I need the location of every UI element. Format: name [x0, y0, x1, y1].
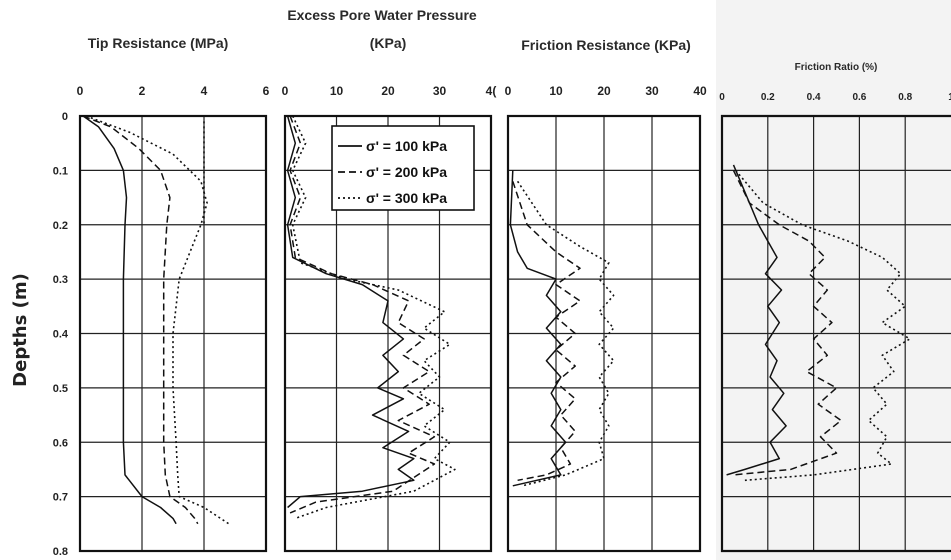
x-tick-label: 1: [948, 92, 951, 103]
x-tick-label: 0: [282, 84, 289, 98]
series-line-solid: [82, 115, 177, 525]
series-line-dashed: [289, 115, 436, 514]
series-line-dashed: [512, 181, 581, 482]
y-axis-label: Depths (m): [10, 273, 31, 387]
x-tick-label: 0: [505, 84, 512, 98]
x-tick-label: 0.4: [807, 92, 821, 103]
panel-frame: [283, 114, 493, 553]
x-tick-label: 4(: [486, 84, 497, 98]
x-tick-label: 0.2: [761, 92, 775, 103]
y-tick-label: 0.2: [53, 220, 68, 232]
panel-frame: [78, 114, 268, 553]
y-tick-label: 0: [62, 111, 68, 123]
x-tick-label: 30: [433, 84, 447, 98]
x-tick-label: 20: [597, 84, 611, 98]
series-line-dotted: [291, 115, 456, 520]
x-tick-label: 6: [263, 84, 270, 98]
y-tick-label: 0.7: [53, 492, 68, 504]
y-tick-label: 0.1: [53, 165, 68, 177]
panel-title-pore: Excess Pore Water Pressure: [287, 7, 477, 23]
x-tick-label: 4: [201, 84, 208, 98]
panel-title-ratio: Friction Ratio (%): [795, 62, 878, 73]
panel-3: 0 0.2 0.4 0.6 0.8 1: [719, 92, 951, 553]
panel-0: 0 2 4 6 0 0.1 0.2 0.3 0.4 0.5 0.6 0.7 0.8: [53, 84, 270, 558]
x-tick-label: 0: [77, 84, 84, 98]
series-line-dotted: [85, 115, 230, 525]
y-tick-label: 0.5: [53, 383, 68, 395]
panel-1: 0 10 20 30 4(: [282, 84, 497, 553]
y-tick-label: 0.3: [53, 274, 68, 286]
panel-frame: [506, 114, 702, 553]
series-line-dotted: [735, 169, 911, 482]
panel-title-friction: Friction Resistance (KPa): [521, 37, 691, 53]
series-line-solid: [726, 164, 787, 476]
x-tick-label: 0.8: [898, 92, 912, 103]
x-tick-label: 10: [549, 84, 563, 98]
x-tick-label: 40: [693, 84, 707, 98]
panel-title-pore-unit: (KPa): [370, 35, 407, 51]
legend-entry-300: σ' = 300 kPa: [366, 190, 447, 206]
panel-frame: [720, 114, 951, 553]
y-tick-label: 0.6: [53, 437, 68, 449]
series-line-solid: [286, 115, 415, 509]
legend: σ' = 100 kPa σ' = 200 kPa σ' = 300 kPa: [331, 125, 475, 211]
series-line-solid: [509, 170, 567, 487]
panel-title-tip: Tip Resistance (MPa): [88, 35, 229, 51]
x-tick-label: 20: [381, 84, 395, 98]
y-tick-label: 0.8: [53, 546, 68, 558]
x-tick-label: 0.6: [852, 92, 866, 103]
y-tick-label: 0.4: [53, 329, 69, 341]
legend-entry-200: σ' = 200 kPa: [366, 164, 447, 180]
x-tick-label: 0: [719, 92, 725, 103]
x-tick-label: 10: [330, 84, 344, 98]
scan-shade: [716, 0, 951, 560]
series-line-dashed: [732, 170, 842, 476]
legend-entry-100: σ' = 100 kPa: [366, 138, 447, 154]
x-tick-label: 30: [645, 84, 659, 98]
x-tick-label: 2: [139, 84, 146, 98]
panel-2: 0 10 20 30 40: [505, 84, 707, 553]
